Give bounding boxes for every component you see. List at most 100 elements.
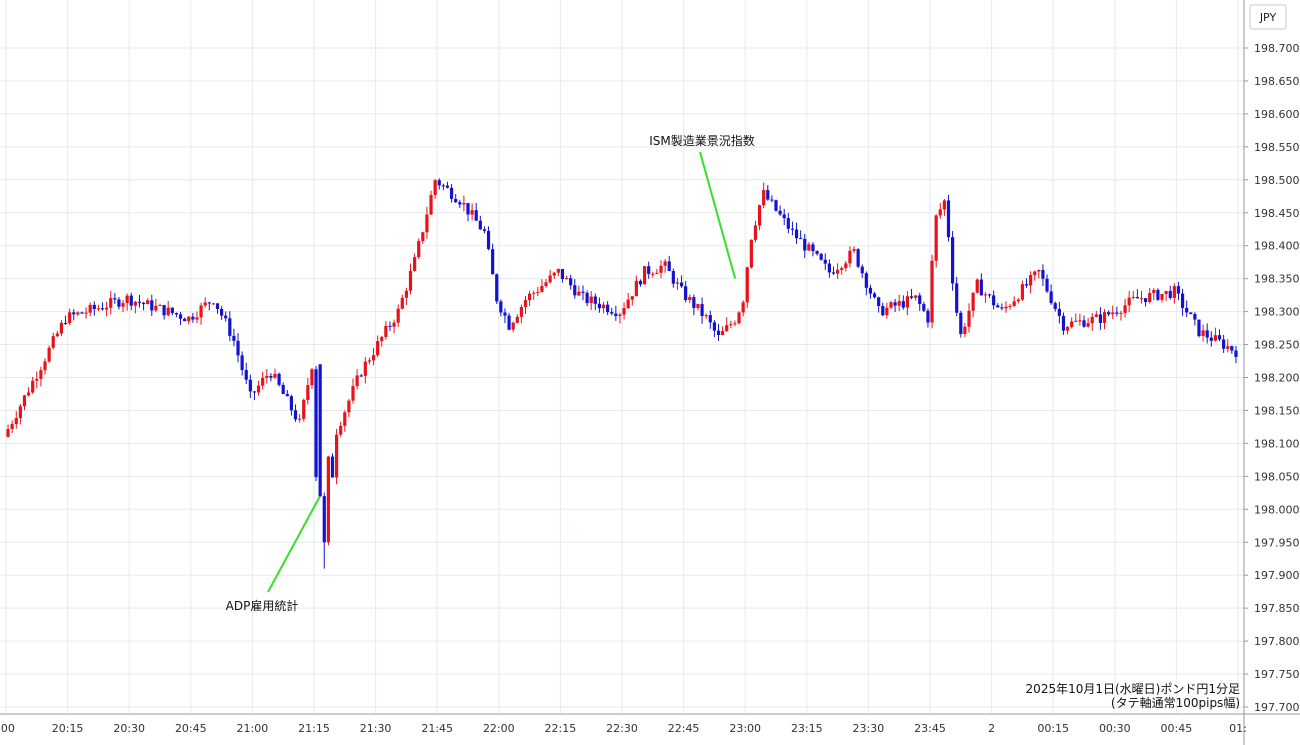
candle-up xyxy=(983,294,988,296)
candle-down xyxy=(289,396,294,411)
candle-down xyxy=(478,220,482,230)
candle-down xyxy=(1180,293,1185,308)
candle-up xyxy=(544,282,548,287)
x-tick-label: 01: xyxy=(1229,722,1247,735)
candle-down xyxy=(1098,314,1103,323)
candle-up xyxy=(14,418,18,425)
candle-up xyxy=(1160,293,1164,300)
candle-down xyxy=(228,318,232,336)
candle-down xyxy=(482,229,487,231)
candle-down xyxy=(926,310,930,323)
x-tick-label: 23:00 xyxy=(729,722,761,735)
candle-down xyxy=(610,312,614,314)
candle-down xyxy=(1144,298,1148,303)
candle-up xyxy=(326,456,330,543)
y-tick-label: 197.750 xyxy=(1254,668,1300,681)
candle-up xyxy=(655,272,659,274)
candle-up xyxy=(938,209,942,216)
candle-up xyxy=(392,322,396,327)
candle-up xyxy=(1201,330,1205,337)
candle-down xyxy=(232,335,236,341)
candle-down xyxy=(992,295,996,306)
candle-up xyxy=(310,369,314,386)
candle-down xyxy=(491,249,495,275)
candle-up xyxy=(35,378,39,381)
candle-up xyxy=(105,307,109,310)
candle-up xyxy=(725,325,729,332)
x-tick-label: 23:45 xyxy=(914,722,946,735)
candle-up xyxy=(626,299,630,309)
candle-up xyxy=(371,355,376,361)
candle-down xyxy=(1057,308,1061,316)
candle-down xyxy=(790,228,795,230)
candle-down xyxy=(486,230,491,250)
candle-down xyxy=(441,185,445,187)
candle-up xyxy=(22,395,27,407)
candle-down xyxy=(449,187,454,199)
candle-up xyxy=(548,275,552,283)
candle-up xyxy=(125,295,129,304)
candle-up xyxy=(519,306,523,317)
y-tick-label: 197.800 xyxy=(1254,635,1300,648)
chart-caption-line2: (タテ軸通常100pips幅) xyxy=(1111,695,1240,710)
candle-up xyxy=(84,312,88,314)
candle-down xyxy=(774,200,778,211)
y-tick-label: 197.700 xyxy=(1254,701,1300,714)
candle-up xyxy=(975,279,979,293)
x-tick-label: :00 xyxy=(0,722,15,735)
x-tick-label: 2 xyxy=(988,722,995,735)
x-tick-label: 00:15 xyxy=(1037,722,1069,735)
candle-down xyxy=(872,293,877,298)
candle-up xyxy=(1086,323,1090,327)
candle-down xyxy=(322,496,326,543)
candle-down xyxy=(922,304,926,311)
candle-down xyxy=(856,249,860,267)
candle-down xyxy=(597,303,602,309)
candle-up xyxy=(199,305,203,318)
candle-up xyxy=(1012,301,1016,306)
candle-up xyxy=(408,270,413,291)
candle-up xyxy=(339,425,343,435)
candle-up xyxy=(417,241,421,258)
candle-up xyxy=(1123,305,1127,313)
candle-up xyxy=(1111,312,1115,315)
candle-up xyxy=(589,296,593,304)
y-tick-label: 198.300 xyxy=(1254,306,1300,319)
candle-down xyxy=(909,296,914,298)
candle-down xyxy=(770,199,774,201)
candle-down xyxy=(207,302,211,304)
candle-up xyxy=(749,239,753,268)
y-tick-label: 198.400 xyxy=(1254,240,1300,253)
candle-down xyxy=(277,373,281,385)
candle-up xyxy=(914,295,918,298)
candle-down xyxy=(113,298,117,300)
candle-down xyxy=(330,456,335,478)
candle-up xyxy=(211,303,215,305)
candle-down xyxy=(285,394,289,397)
candle-down xyxy=(766,190,770,200)
x-tick-label: 22:30 xyxy=(606,722,638,735)
candle-up xyxy=(1029,275,1033,286)
candle-down xyxy=(881,305,885,316)
candle-up xyxy=(971,292,975,311)
candle-up xyxy=(195,317,199,320)
candle-down xyxy=(100,308,105,310)
candle-up xyxy=(577,291,581,296)
candle-down xyxy=(671,271,675,284)
candle-up xyxy=(733,323,737,325)
candle-down xyxy=(712,322,716,331)
candle-up xyxy=(187,316,191,322)
candle-down xyxy=(1205,330,1209,338)
candle-up xyxy=(88,304,92,313)
candle-up xyxy=(737,312,741,324)
candle-down xyxy=(466,203,470,215)
y-tick-label: 197.950 xyxy=(1254,536,1300,549)
candle-down xyxy=(987,294,992,296)
candle-up xyxy=(1008,305,1012,307)
candle-up xyxy=(675,282,680,284)
candle-up xyxy=(306,385,310,400)
candle-up xyxy=(39,370,43,379)
candle-down xyxy=(1135,296,1139,299)
candle-down xyxy=(215,303,220,309)
candle-down xyxy=(1189,312,1193,315)
